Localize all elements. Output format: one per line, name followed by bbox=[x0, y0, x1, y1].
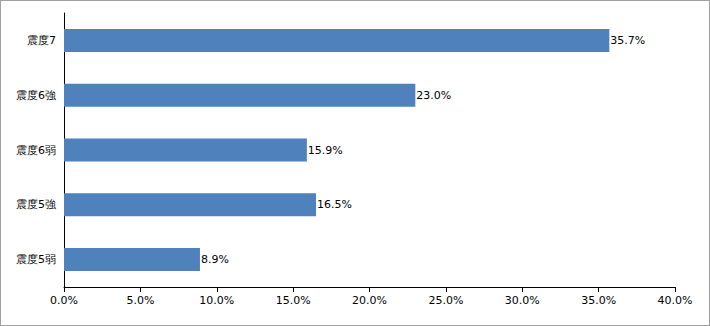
svg-text:35.7%: 35.7% bbox=[610, 34, 645, 47]
svg-text:40.0%: 40.0% bbox=[658, 294, 693, 307]
svg-text:震度5弱: 震度5弱 bbox=[16, 253, 56, 266]
svg-text:10.0%: 10.0% bbox=[199, 294, 234, 307]
svg-text:15.0%: 15.0% bbox=[276, 294, 311, 307]
svg-text:25.0%: 25.0% bbox=[428, 294, 463, 307]
svg-text:23.0%: 23.0% bbox=[416, 89, 451, 102]
svg-text:震度6弱: 震度6弱 bbox=[16, 144, 56, 157]
svg-text:震度5強: 震度5強 bbox=[16, 198, 56, 211]
svg-text:20.0%: 20.0% bbox=[352, 294, 387, 307]
svg-text:震度7: 震度7 bbox=[27, 34, 56, 47]
svg-text:16.5%: 16.5% bbox=[317, 198, 352, 211]
svg-text:35.0%: 35.0% bbox=[581, 294, 616, 307]
svg-text:0.0%: 0.0% bbox=[50, 294, 78, 307]
svg-text:5.0%: 5.0% bbox=[126, 294, 154, 307]
svg-text:15.9%: 15.9% bbox=[308, 144, 343, 157]
svg-text:震度6強: 震度6強 bbox=[16, 89, 56, 102]
svg-text:8.9%: 8.9% bbox=[201, 253, 229, 266]
svg-text:30.0%: 30.0% bbox=[505, 294, 540, 307]
